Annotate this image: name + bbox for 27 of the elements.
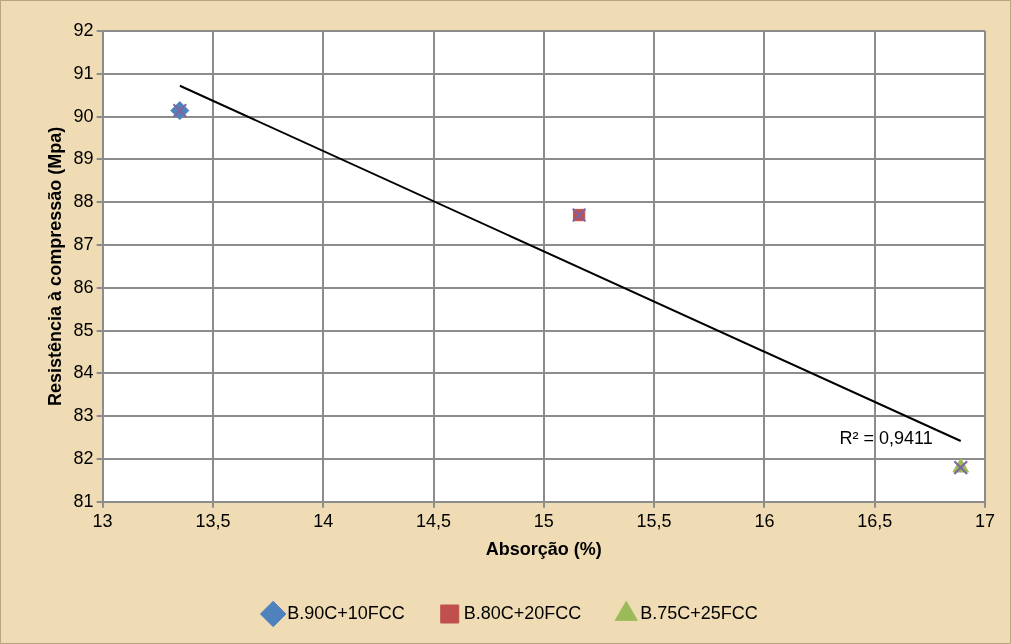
y-tick-label: 82: [73, 447, 94, 468]
x-tick-label: 16,5: [857, 510, 893, 531]
y-tick-label: 88: [73, 191, 94, 212]
y-tick-label: 92: [73, 19, 94, 40]
x-tick-label: 14,5: [415, 510, 452, 531]
y-tick-label: 81: [73, 490, 94, 511]
annotation: R² = 0,9411: [839, 427, 933, 448]
legend-label: B.75C+25FCC: [640, 602, 758, 623]
x-tick-label: 16: [754, 510, 775, 531]
x-tick-label: 13: [92, 510, 113, 531]
legend-label: B.80C+20FCC: [463, 602, 582, 623]
x-tick-label: 17: [974, 510, 996, 531]
y-tick-label: 86: [73, 276, 94, 297]
x-tick-label: 15,5: [636, 510, 672, 531]
x-tick-label: 14: [313, 510, 334, 531]
x-axis-title: Absorção (%): [485, 539, 602, 560]
y-tick-label: 84: [73, 362, 94, 383]
y-tick-label: 83: [73, 405, 94, 426]
legend-label: B.90C+10FCC: [287, 602, 405, 623]
y-tick-label: 91: [73, 62, 94, 83]
x-tick-label: 13,5: [195, 510, 231, 531]
y-tick-label: 90: [73, 105, 94, 126]
y-tick-label: 89: [73, 148, 94, 169]
y-tick-label: 85: [73, 319, 94, 340]
y-tick-label: 87: [73, 233, 94, 254]
y-axis-title: Resistência à compressão (Mpa): [44, 126, 65, 406]
x-tick-label: 15: [533, 510, 554, 531]
